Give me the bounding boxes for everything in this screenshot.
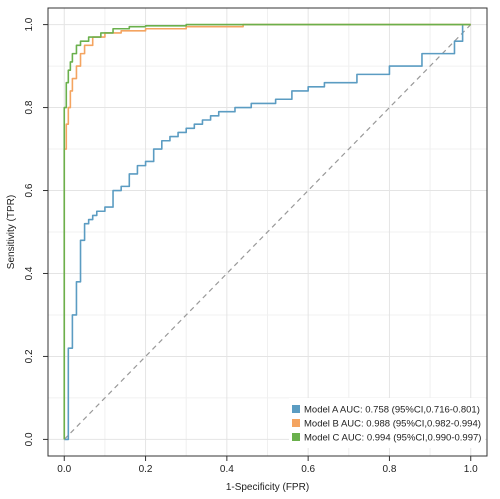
y-tick-label: 1.0 bbox=[24, 17, 35, 31]
legend-box bbox=[289, 398, 485, 448]
series-layer bbox=[63, 23, 471, 441]
y-tick-label: 0.2 bbox=[24, 349, 35, 363]
x-tick-label: 0.4 bbox=[220, 464, 234, 475]
x-tick-label: 0.8 bbox=[382, 464, 396, 475]
ticks: 0.0 0.2 0.4 0.6 0.8 1.0 0.0 0.2 0.4 0.6 0.8 1.0 bbox=[24, 17, 478, 475]
y-tick-label: 0.6 bbox=[24, 183, 35, 197]
x-tick-label: 0.0 bbox=[57, 464, 71, 475]
x-tick-label: 0.2 bbox=[139, 464, 153, 475]
legend-key-model-b bbox=[292, 419, 300, 427]
legend-label-model-a: Model A AUC: 0.758 (95%CI,0.716-0.801) bbox=[304, 405, 480, 416]
series-line-model-b bbox=[63, 23, 471, 440]
x-axis-title: 1-Specificity (FPR) bbox=[226, 482, 309, 493]
legend-key-model-c bbox=[292, 433, 300, 441]
series-line-model-c bbox=[63, 23, 471, 440]
x-tick-label: 0.6 bbox=[301, 464, 315, 475]
legend-label-model-b: Model B AUC: 0.988 (95%CI,0.982-0.994) bbox=[304, 419, 481, 430]
series-line-model-a bbox=[64, 24, 464, 441]
legend-key-model-a bbox=[292, 405, 300, 413]
x-tick-label: 1.0 bbox=[464, 464, 478, 475]
reference-diagonal bbox=[63, 24, 472, 440]
y-tick-label: 0.8 bbox=[24, 100, 35, 114]
y-axis-title: Sensitivity (TPR) bbox=[6, 195, 17, 269]
legend-label-model-c: Model C AUC: 0.994 (95%CI,0.990-0.997) bbox=[304, 433, 481, 444]
y-tick-label: 0.0 bbox=[24, 432, 35, 446]
y-tick-label: 0.4 bbox=[24, 266, 35, 280]
plot-frame bbox=[47, 7, 488, 457]
legend: Model A AUC: 0.758 (95%CI,0.716-0.801) Mo… bbox=[289, 398, 485, 448]
